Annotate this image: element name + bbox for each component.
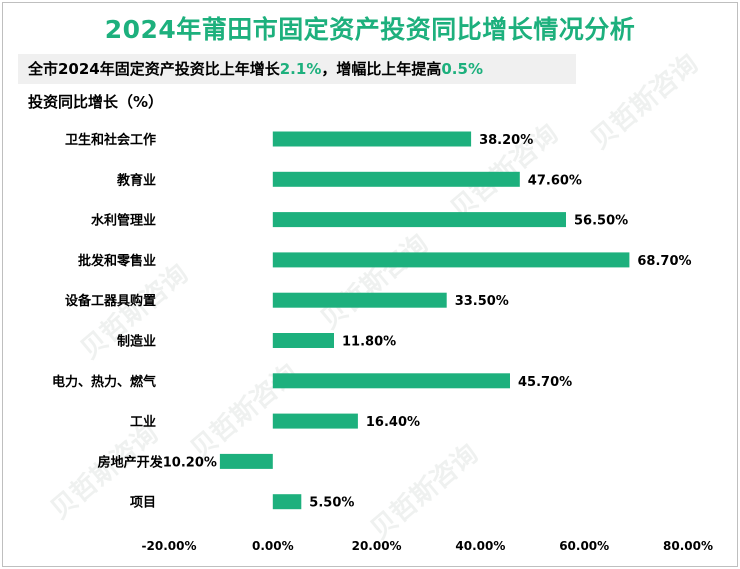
value-label: 47.60% [528, 173, 582, 188]
x-tick-label: 60.00% [559, 539, 609, 553]
value-label: 16.40% [366, 415, 420, 430]
category-label: 批发和零售业 [78, 253, 156, 269]
value-label: 5.50% [309, 496, 354, 511]
x-tick-label: -20.00% [142, 539, 197, 553]
bar [272, 413, 358, 429]
category-label: 电力、热力、燃气 [52, 374, 156, 390]
value-label: -10.20% [157, 455, 217, 470]
value-label: 38.20% [479, 133, 533, 148]
category-label: 设备工器具购置 [65, 293, 156, 309]
value-label: 11.80% [342, 335, 396, 350]
subtitle-box [18, 54, 576, 84]
x-tick-label: 40.00% [455, 539, 505, 553]
x-tick-label: 80.00% [663, 539, 713, 553]
x-tick-label: 20.00% [352, 539, 402, 553]
category-label: 卫生和社会工作 [65, 132, 156, 148]
bar [272, 252, 630, 268]
subtitle-middle: ，增幅比上年提高 [321, 60, 442, 78]
chart-title: 2024年莆田市固定资产投资同比增长情况分析 [104, 15, 636, 44]
category-label: 项目 [130, 496, 156, 511]
bar [272, 333, 334, 348]
bar [272, 494, 302, 510]
category-label: 教育业 [116, 172, 156, 188]
category-label: 工业 [130, 414, 156, 430]
bar [272, 131, 472, 147]
y-axis-label: 投资同比增长（%） [28, 93, 164, 111]
bar [272, 171, 520, 187]
category-label: 房地产开发 [98, 454, 164, 470]
bar [272, 212, 566, 228]
value-label: 33.50% [455, 294, 509, 309]
value-label: 56.50% [574, 214, 628, 229]
subtitle: 全市2024年固定资产投资比上年增长2.1%，增幅比上年提高0.5% [28, 58, 483, 79]
bar [219, 453, 273, 469]
category-label: 制造业 [117, 334, 156, 350]
category-label: 水利管理业 [91, 213, 156, 229]
subtitle-increase: 0.5% [441, 60, 483, 78]
subtitle-prefix: 全市2024年固定资产投资比上年增长 [28, 60, 280, 78]
x-tick-label: 0.00% [252, 539, 294, 553]
bar [272, 373, 510, 389]
bar [272, 292, 447, 308]
value-label: 68.70% [637, 254, 691, 269]
value-label: 45.70% [518, 375, 572, 390]
subtitle-growth: 2.1% [279, 60, 322, 78]
